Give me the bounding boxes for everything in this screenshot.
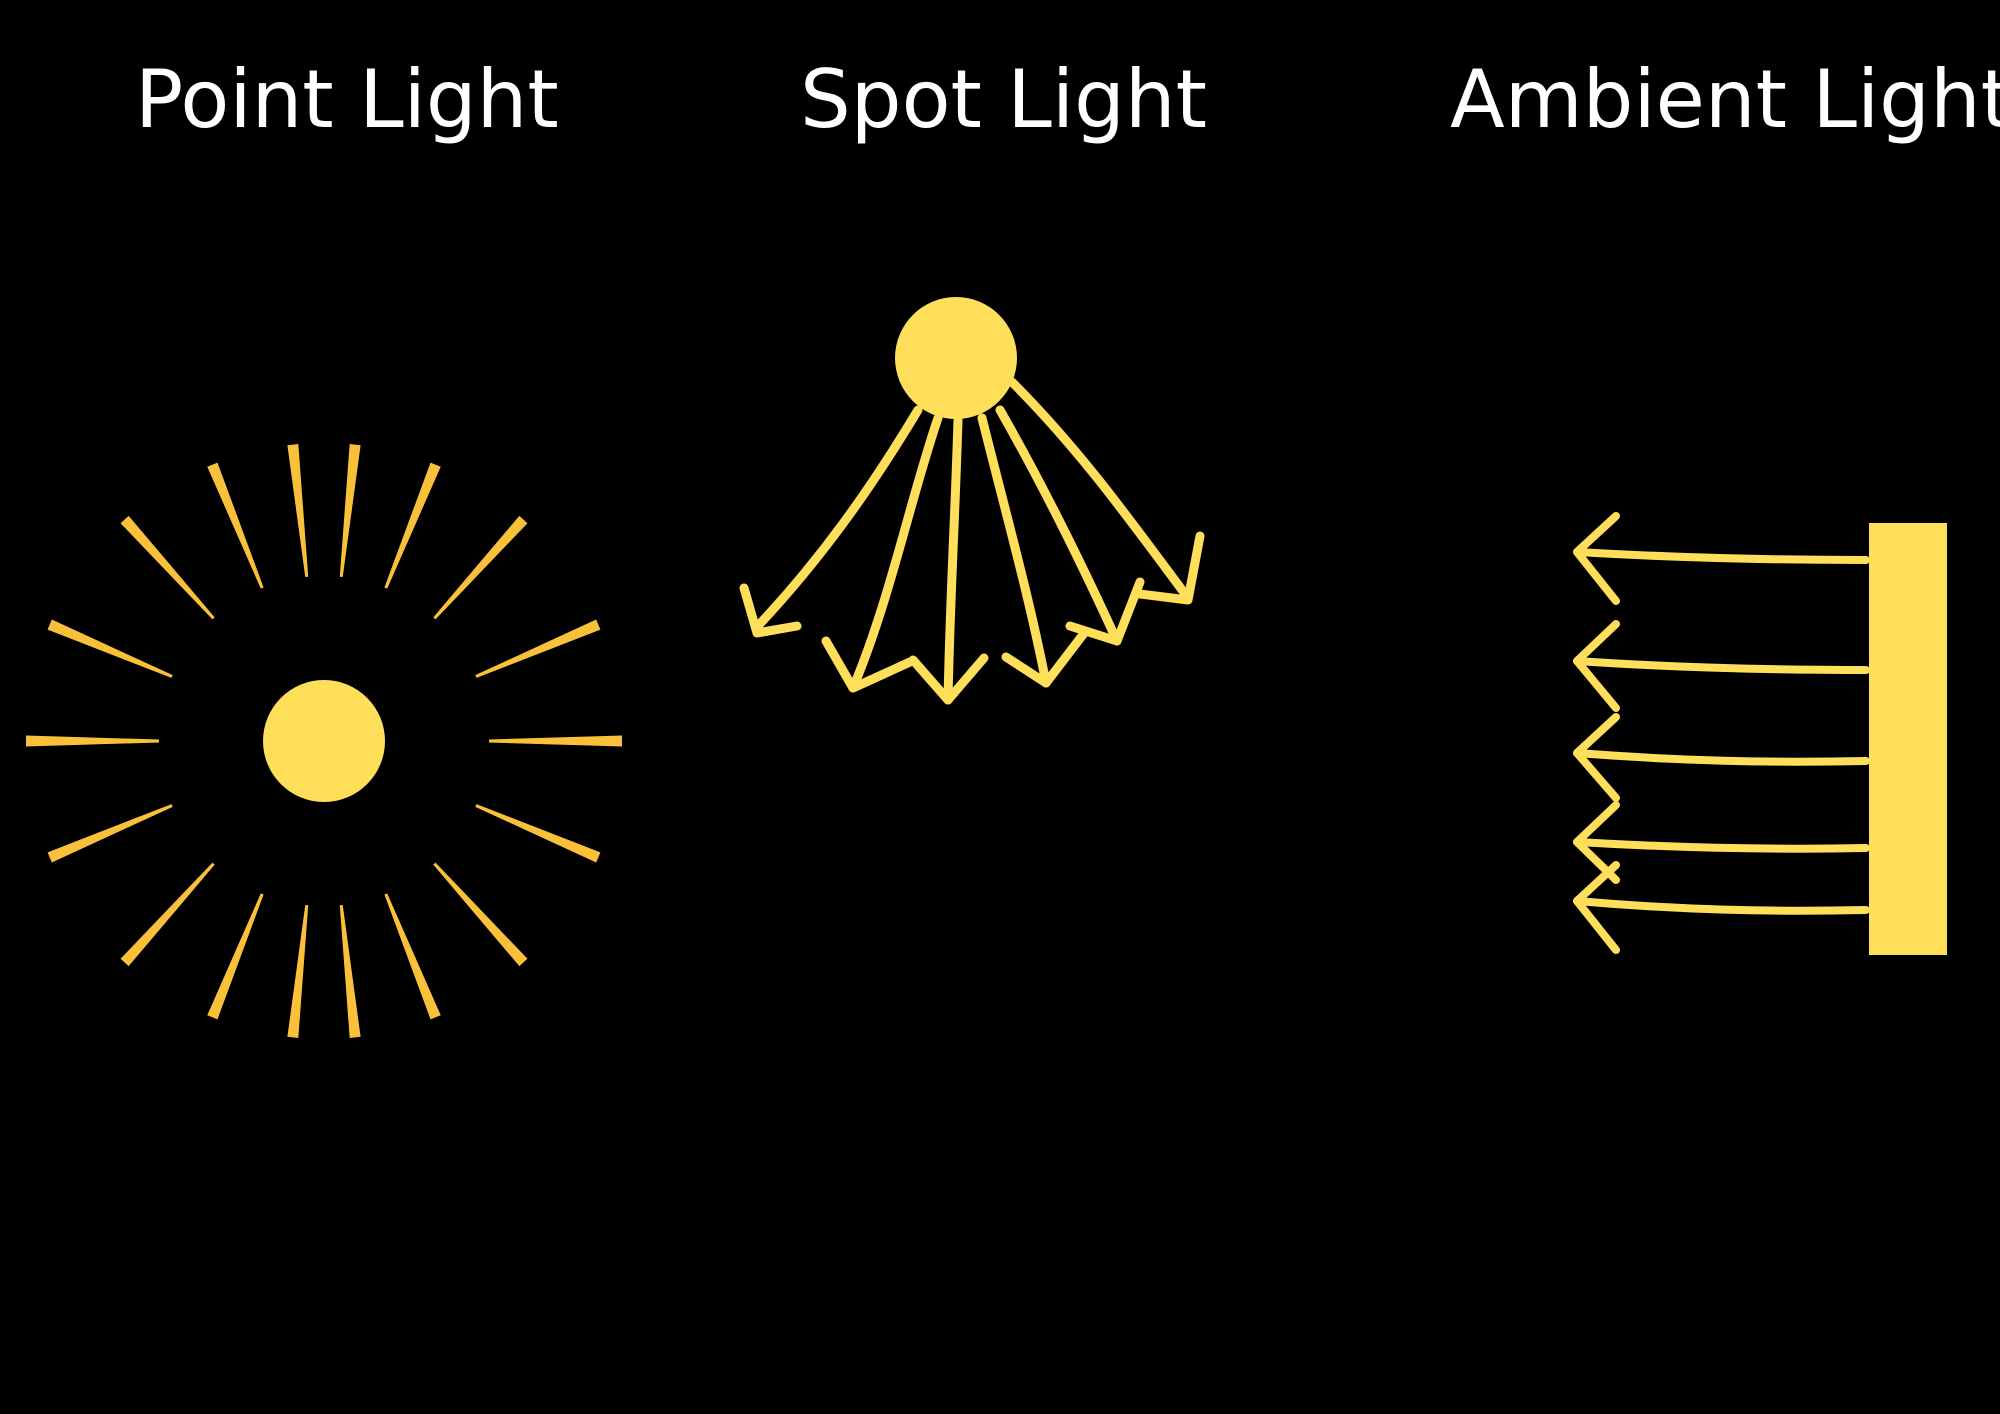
point-ray-8: [120, 862, 215, 967]
spot-ray-5: [995, 405, 1122, 646]
ambient-ray-1: [1573, 548, 1870, 564]
ambient-light-panel: [1869, 523, 1947, 955]
spot-ray-4: [977, 413, 1051, 688]
ambient-ray-2: [1573, 657, 1870, 674]
point-light-title: Point Light: [135, 53, 559, 146]
ambient-arrowhead-2: [1573, 620, 1620, 712]
ambient-ray-3: [1573, 749, 1870, 766]
point-light-bulb: [263, 680, 385, 802]
ambient-arrowhead-3: [1573, 713, 1620, 802]
spot-light-title: Spot Light: [800, 53, 1207, 146]
point-ray-13: [207, 462, 264, 589]
spot-arrowhead-6: [1135, 531, 1205, 605]
point-ray-18: [475, 619, 601, 678]
ambient-light-title: Ambient Light: [1450, 53, 2000, 146]
point-ray-6: [287, 904, 309, 1038]
spot-ray-3: [943, 415, 963, 705]
point-light-icon: [26, 444, 622, 1038]
point-ray-9: [47, 804, 173, 863]
spot-arrowhead-2: [821, 636, 915, 693]
spot-light-bulb: [895, 297, 1017, 419]
point-ray-12: [120, 515, 215, 620]
point-ray-15: [339, 444, 361, 578]
point-ray-2: [475, 804, 601, 863]
point-ray-3: [433, 862, 528, 967]
point-ray-11: [47, 619, 173, 678]
spot-ray-6: [1007, 377, 1193, 603]
point-ray-14: [287, 444, 309, 578]
spot-arrowhead-3: [908, 653, 989, 705]
point-ray-1: [489, 735, 622, 747]
ambient-arrowhead-1: [1573, 512, 1620, 605]
ambient-light-icon: [1573, 512, 1947, 955]
point-ray-4: [384, 893, 441, 1020]
spot-arrowhead-1: [739, 583, 802, 638]
ambient-ray-4: [1573, 838, 1870, 853]
point-light-rays: [26, 444, 622, 1038]
point-ray-7: [207, 893, 264, 1020]
spot-arrowhead-4: [1001, 627, 1090, 688]
ambient-arrowhead-5: [1573, 861, 1620, 954]
point-ray-16: [384, 462, 441, 589]
spot-light-icon: [739, 297, 1205, 705]
ambient-arrowhead-4: [1573, 801, 1620, 884]
spot-arrowhead-5: [1065, 577, 1145, 646]
point-ray-17: [433, 515, 528, 620]
spot-ray-2: [848, 413, 943, 693]
point-ray-10: [26, 735, 159, 747]
point-ray-5: [339, 904, 361, 1038]
ambient-ray-5: [1573, 897, 1870, 915]
spot-ray-1: [752, 405, 923, 632]
